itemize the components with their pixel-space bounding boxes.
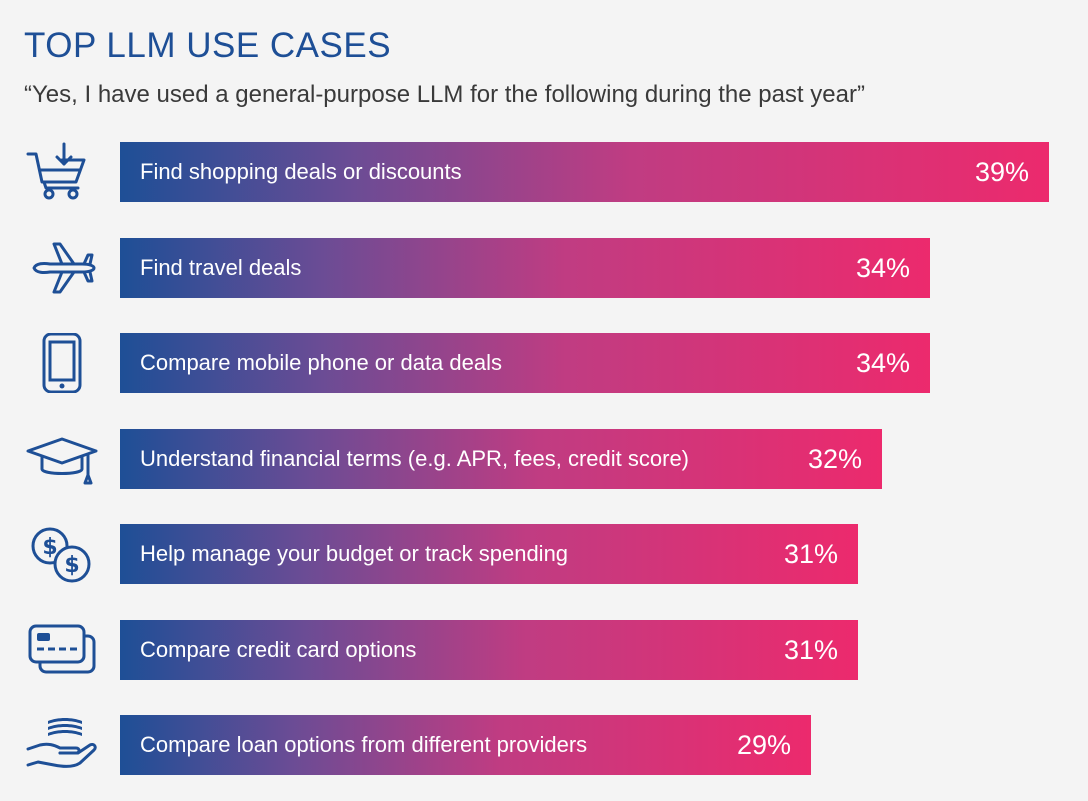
category-label: Find shopping deals or discounts [140, 159, 462, 184]
svg-text:$: $ [64, 553, 79, 578]
graduation-cap-icon [24, 429, 100, 489]
chart-row: Find shopping deals or discounts 39% [0, 142, 1088, 202]
airplane-icon [24, 238, 100, 298]
category-label: Compare loan options from different prov… [140, 732, 588, 757]
chart-row: Compare loan options from different prov… [0, 715, 1088, 775]
category-label: Compare credit card options [140, 636, 417, 662]
bar: Find travel deals 34% [120, 237, 930, 298]
chart-row: Compare credit card options 31% [0, 619, 1088, 680]
chart-row: Compare mobile phone or data deals 34% [0, 333, 1088, 393]
dollar-coins-icon: $ $ [24, 524, 100, 584]
chart-subtitle: “Yes, I have used a general-purpose LLM … [24, 81, 865, 108]
bar: Compare credit card options 31% [120, 619, 858, 680]
data-label: 32% [807, 443, 862, 474]
chart-row: Find travel deals 34% [0, 237, 1088, 298]
hand-money-icon [24, 715, 100, 775]
data-label: 31% [783, 634, 838, 665]
bar: Find shopping deals or discounts 39% [120, 142, 1049, 202]
data-label: 31% [783, 539, 838, 569]
data-label: 34% [855, 252, 910, 283]
svg-text:$: $ [42, 535, 57, 560]
bar: Help manage your budget or track spendin… [120, 524, 858, 584]
category-label: Help manage your budget or track spendin… [140, 541, 569, 566]
category-label: Find travel deals [140, 254, 302, 280]
chart-row: Understand financial terms (e.g. APR, fe… [0, 428, 1088, 489]
credit-card-icon [24, 620, 100, 680]
bar: Understand financial terms (e.g. APR, fe… [120, 428, 882, 489]
category-label: Compare mobile phone or data deals [140, 350, 503, 375]
data-label: 39% [974, 157, 1029, 187]
data-label: 29% [736, 730, 791, 760]
data-label: 34% [855, 348, 910, 378]
category-label: Understand financial terms (e.g. APR, fe… [140, 445, 690, 471]
chart-title: TOP LLM USE CASES [24, 26, 392, 65]
bar: Compare mobile phone or data deals 34% [120, 333, 930, 393]
chart-row: $ $ Help manage your budget or track spend… [0, 524, 1088, 584]
shopping-cart-icon [24, 142, 100, 202]
mobile-phone-icon [24, 333, 100, 393]
bar: Compare loan options from different prov… [120, 715, 811, 775]
